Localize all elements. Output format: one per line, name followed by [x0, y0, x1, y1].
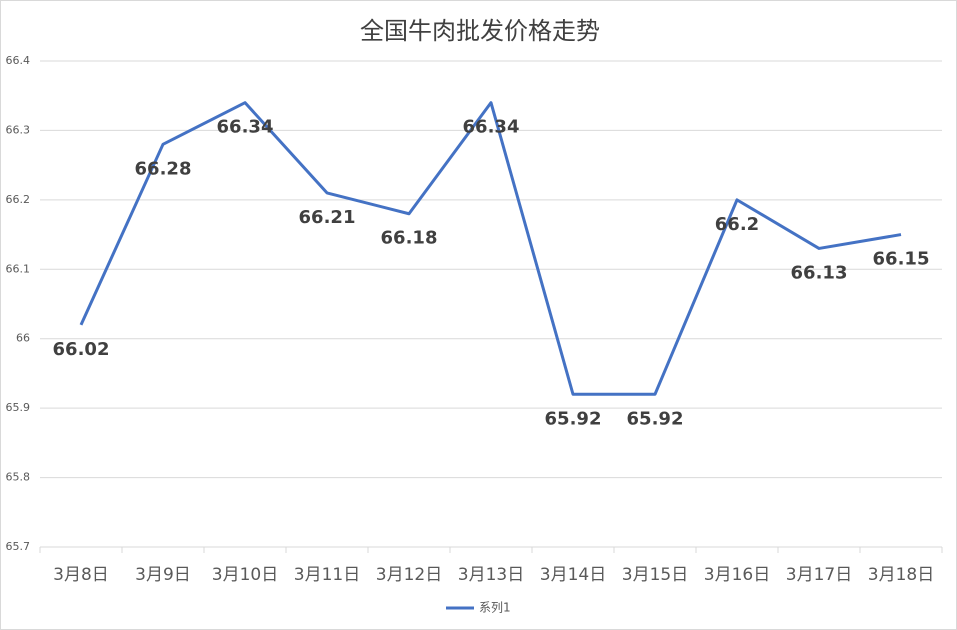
data-label: 65.92 [545, 408, 602, 429]
x-tick-label: 3月8日 [53, 565, 109, 585]
data-label: 66.21 [299, 207, 356, 228]
y-tick-label: 66.2 [6, 193, 31, 206]
data-label: 66.34 [217, 117, 274, 138]
data-label: 66.15 [873, 249, 930, 270]
y-tick-label: 66 [16, 332, 30, 345]
y-tick-label: 66.3 [6, 123, 31, 136]
data-label: 66.28 [135, 158, 192, 179]
data-label: 65.92 [627, 408, 684, 429]
x-tick-label: 3月10日 [212, 565, 278, 585]
data-label: 66.34 [463, 117, 520, 138]
x-tick-label: 3月15日 [622, 565, 688, 585]
line [79, 101, 902, 396]
x-tick-label: 3月13日 [458, 565, 524, 585]
chart-title: 全国牛肉批发价格走势 [360, 17, 600, 45]
x-tick-label: 3月16日 [704, 565, 770, 585]
legend-label: 系列1 [479, 601, 511, 615]
y-tick-label: 65.7 [6, 540, 31, 553]
y-tick-label: 65.9 [6, 401, 31, 414]
y-tick-label: 66.1 [6, 262, 31, 275]
data-label: 66.2 [715, 214, 759, 235]
y-tick-label: 65.8 [6, 471, 31, 484]
data-label: 66.02 [53, 339, 110, 360]
x-tick-label: 3月17日 [786, 565, 852, 585]
x-tick-label: 3月11日 [294, 565, 360, 585]
x-tick-label: 3月12日 [376, 565, 442, 585]
data-label: 66.13 [791, 262, 848, 283]
data-label: 66.18 [381, 228, 438, 249]
y-tick-label: 66.4 [6, 54, 31, 67]
x-tick-label: 3月18日 [868, 565, 934, 585]
x-tick-label: 3月9日 [135, 565, 191, 585]
x-tick-label: 3月14日 [540, 565, 606, 585]
